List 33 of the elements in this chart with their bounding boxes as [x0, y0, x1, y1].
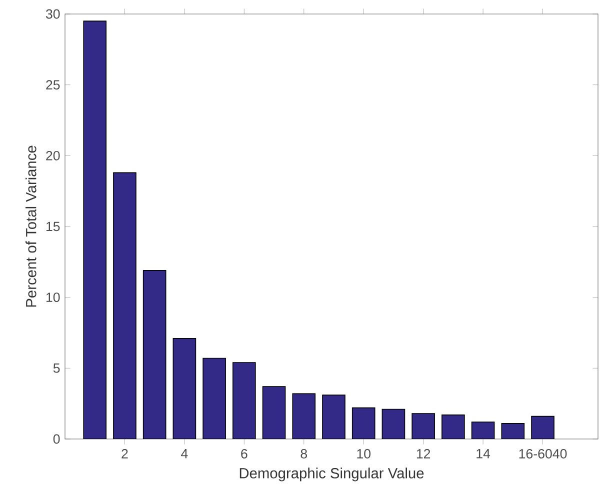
bar	[412, 414, 435, 439]
bar	[382, 409, 405, 439]
bar	[143, 270, 166, 439]
y-tick-label: 5	[53, 364, 60, 373]
x-tick-label: 2	[122, 449, 128, 458]
bar	[113, 172, 136, 439]
x-tick-label: 14	[476, 449, 490, 458]
bar	[84, 21, 106, 439]
bar	[502, 423, 524, 439]
y-tick-label: 20	[46, 150, 60, 160]
y-axis-title: Percent of Total Variance	[26, 146, 36, 307]
x-tick-label: 4	[181, 449, 188, 458]
bar	[531, 416, 554, 439]
bar	[472, 422, 494, 439]
y-tick-label: 10	[46, 292, 60, 302]
bar	[173, 338, 196, 439]
y-tick-label: 0	[53, 434, 60, 444]
bar	[262, 386, 286, 439]
bar	[203, 358, 226, 439]
x-tick-label: 8	[300, 449, 308, 458]
bar	[442, 414, 464, 439]
x-tick-label: 16-6040	[519, 449, 567, 458]
x-axis-title: Demographic Singular Value	[240, 468, 424, 482]
x-tick-label: 12	[416, 449, 430, 458]
bar	[232, 362, 256, 439]
x-tick-label: 10	[357, 449, 370, 458]
bar	[352, 408, 375, 439]
y-tick-label: 25	[46, 80, 60, 90]
y-tick-label: 15	[46, 222, 60, 232]
x-tick-label: 6	[241, 449, 248, 458]
y-tick-label: 30	[46, 9, 60, 19]
bar	[292, 394, 316, 439]
bar	[322, 395, 345, 439]
